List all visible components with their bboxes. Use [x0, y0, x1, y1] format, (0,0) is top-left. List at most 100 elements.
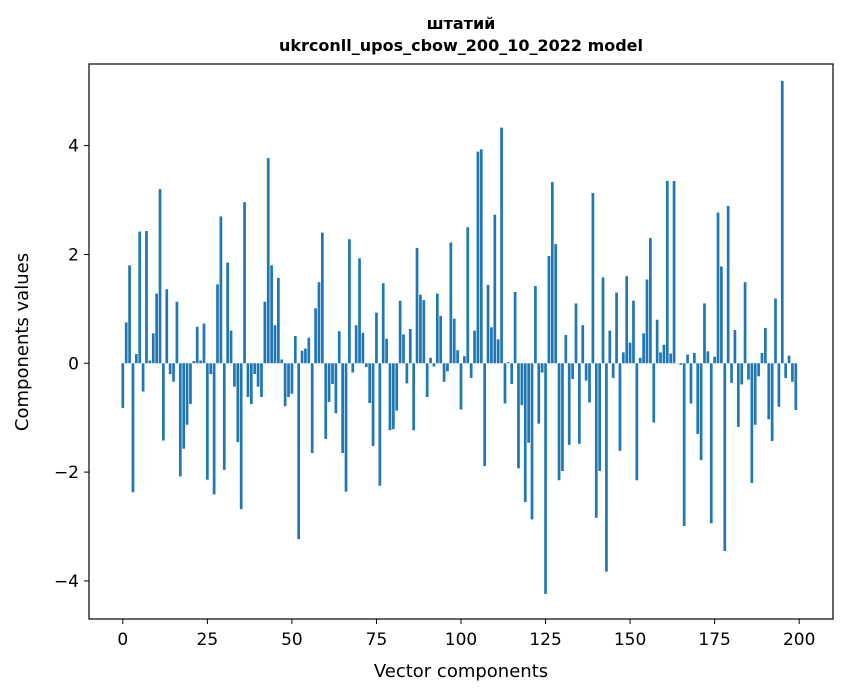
- bar: [331, 363, 334, 384]
- bar: [361, 332, 365, 364]
- bar: [615, 292, 618, 364]
- bar: [588, 363, 591, 403]
- bar: [621, 352, 625, 364]
- bar: [246, 363, 250, 397]
- bar: [696, 363, 700, 434]
- bar: [534, 286, 537, 364]
- bar: [206, 363, 209, 480]
- bar: [483, 363, 487, 467]
- x-axis: 0 25 50 75 100 125 150 175 200: [117, 619, 815, 650]
- bar: [750, 363, 754, 483]
- bar: [392, 363, 395, 430]
- bar: [520, 363, 524, 406]
- bar: [202, 323, 206, 364]
- bar: [611, 363, 615, 378]
- bar: [398, 300, 402, 364]
- bar: [124, 322, 128, 364]
- bar: [645, 279, 649, 364]
- bar: [327, 363, 331, 402]
- bar: [209, 363, 213, 375]
- bar: [239, 363, 243, 510]
- bar: [686, 354, 689, 364]
- bar: [598, 363, 602, 471]
- bar: [266, 158, 270, 364]
- bar: [138, 231, 142, 364]
- bar: [743, 282, 747, 364]
- chart-title: штатий: [427, 14, 496, 33]
- chart-subtitle: ukrconll_upos_cbow_200_10_2022 model: [279, 36, 643, 55]
- bar: [151, 333, 155, 364]
- bar: [283, 363, 287, 407]
- bar: [253, 363, 257, 375]
- bar: [557, 363, 561, 481]
- bar: [659, 352, 662, 364]
- bar: [500, 127, 503, 364]
- bar: [168, 363, 172, 375]
- bar: [527, 363, 530, 443]
- bar: [635, 363, 639, 481]
- bar: [364, 363, 368, 368]
- bar: [692, 352, 696, 364]
- bar: [496, 339, 500, 364]
- y-tick-label: 2: [68, 245, 79, 265]
- bar: [229, 330, 233, 364]
- bar: [351, 363, 355, 373]
- bar: [212, 363, 216, 495]
- bar: [493, 214, 497, 364]
- bar: [523, 363, 527, 503]
- bar: [723, 363, 727, 551]
- bar: [581, 325, 585, 364]
- bar: [513, 291, 517, 364]
- bar: [131, 363, 135, 493]
- bar: [358, 258, 361, 364]
- bar: [547, 256, 551, 364]
- bar: [567, 363, 571, 445]
- bar: [584, 363, 588, 381]
- bar: [378, 363, 382, 486]
- y-axis-label: Components values: [12, 253, 33, 431]
- bar: [490, 327, 493, 364]
- bar: [263, 301, 267, 364]
- bar: [121, 363, 125, 408]
- bar: [192, 361, 196, 364]
- bar: [770, 363, 774, 442]
- bar: [128, 265, 131, 364]
- y-tick-label: 4: [68, 137, 79, 157]
- bar: [655, 319, 659, 364]
- bar: [791, 363, 794, 382]
- bar: [375, 312, 378, 364]
- bar: [175, 301, 179, 364]
- bar: [162, 363, 165, 441]
- bar: [381, 283, 385, 364]
- bar: [601, 277, 605, 364]
- bar: [608, 330, 612, 364]
- bar: [415, 247, 419, 364]
- bar: [141, 363, 145, 392]
- x-tick-label: 25: [197, 630, 219, 650]
- bar: [736, 363, 740, 427]
- bar: [574, 303, 578, 364]
- bar: [605, 363, 608, 572]
- bar: [652, 363, 656, 423]
- bar: [402, 334, 405, 364]
- bar: [449, 242, 453, 364]
- bar: [747, 363, 750, 380]
- bar: [679, 363, 683, 365]
- bar: [503, 363, 507, 404]
- bar: [446, 363, 449, 372]
- bar: [317, 282, 321, 364]
- y-tick-label: −2: [54, 463, 79, 483]
- bar: [473, 330, 476, 364]
- bar: [178, 363, 182, 477]
- bar: [425, 363, 429, 397]
- bar: [713, 356, 716, 364]
- x-tick-label: 100: [445, 630, 477, 650]
- bar: [638, 357, 642, 364]
- bar: [625, 276, 629, 364]
- bar: [753, 363, 757, 425]
- bar: [689, 363, 693, 404]
- bar: [148, 360, 152, 364]
- bar: [134, 354, 138, 364]
- bar: [419, 294, 422, 364]
- bar: [155, 293, 158, 364]
